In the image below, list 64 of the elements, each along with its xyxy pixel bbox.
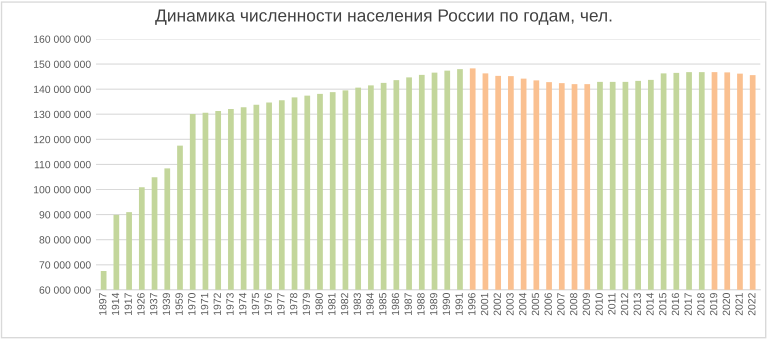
x-tick-label: 1984 — [366, 292, 374, 315]
x-tick-label: 1977 — [277, 293, 285, 315]
x-tick-label: 2002 — [494, 293, 501, 316]
x-tick-label: 2001 — [480, 293, 488, 316]
x-tick-label: 1991 — [455, 293, 463, 315]
x-tick-label: 1914 — [112, 292, 120, 315]
x-tick-label: 1989 — [430, 293, 438, 315]
x-tick-label: 2020 — [722, 293, 730, 316]
y-tick-label: 70 000 000 — [40, 261, 91, 269]
x-tick-label: 1988 — [417, 293, 425, 315]
x-tick-label: 2016 — [672, 293, 680, 316]
x-tick-label: 2018 — [697, 293, 705, 316]
x-tick-label: 1979 — [302, 293, 310, 315]
x-tick-label: 1985 — [379, 293, 386, 315]
x-tick-label: 1917 — [124, 293, 132, 315]
x-tick-label: 1926 — [137, 293, 145, 315]
x-tick-label: 1980 — [315, 293, 323, 315]
x-tick-label: 1959 — [175, 293, 183, 315]
y-tick-label: 120 000 000 — [34, 136, 91, 144]
x-tick-label: 1939 — [162, 293, 170, 315]
x-tick-label: 2003 — [506, 293, 514, 316]
x-tick-label: 2005 — [532, 293, 540, 316]
x-tick-label: 1987 — [404, 293, 412, 315]
x-tick-label: 2010 — [595, 293, 603, 316]
x-tick-label: 1990 — [442, 293, 450, 315]
x-tick-label: 2012 — [620, 293, 628, 316]
x-tick-label: 1973 — [226, 293, 234, 315]
y-tick-label: 80 000 000 — [39, 236, 91, 244]
x-tick-label: 1978 — [290, 293, 298, 315]
x-tick-label: 1976 — [264, 293, 272, 315]
y-tick-label: 160 000 000 — [34, 35, 91, 43]
y-tick-label: 110 000 000 — [34, 160, 91, 168]
x-tick-label: 2014 — [646, 292, 654, 316]
x-tick-label: 1974 — [239, 292, 246, 315]
y-tick-label: 150 000 000 — [34, 60, 91, 68]
x-tick-label: 2004 — [519, 292, 526, 316]
x-tick-label: 2008 — [570, 293, 578, 316]
x-tick-label: 1897 — [99, 293, 106, 315]
x-tick-label: 1975 — [252, 293, 260, 315]
x-tick-label: 2019 — [710, 293, 718, 316]
x-tick-label: 1982 — [340, 293, 348, 315]
x-tick-label: 1983 — [354, 293, 361, 315]
x-tick-label: 1971 — [200, 293, 208, 315]
x-tick-label: 2011 — [608, 293, 616, 314]
x-tick-label: 2009 — [582, 293, 590, 316]
x-tick-label: 1986 — [392, 293, 400, 315]
chart-title: Динамика численности населения России по годам, чел. — [155, 9, 612, 25]
y-tick-label: 100 000 000 — [34, 186, 91, 194]
x-tick-label: 1996 — [468, 293, 476, 315]
x-tick-label: 1981 — [328, 293, 336, 315]
x-tick-label: 2013 — [634, 293, 641, 316]
y-tick-label: 90 000 000 — [40, 211, 91, 218]
y-tick-label: 140 000 000 — [34, 86, 91, 94]
y-tick-label: 60 000 000 — [40, 286, 91, 294]
x-tick-label: 2022 — [748, 293, 756, 316]
x-tick-label: 2006 — [544, 293, 552, 316]
x-tick-label: 2021 — [735, 293, 743, 316]
x-tick-label: 1972 — [214, 293, 221, 315]
x-tick-label: 2017 — [684, 293, 692, 316]
y-tick-label: 130 000 000 — [34, 110, 91, 118]
x-tick-label: 1937 — [150, 293, 158, 315]
x-tick-label: 2007 — [557, 293, 565, 316]
x-tick-label: 2015 — [659, 293, 666, 316]
x-tick-label: 1970 — [188, 293, 196, 315]
